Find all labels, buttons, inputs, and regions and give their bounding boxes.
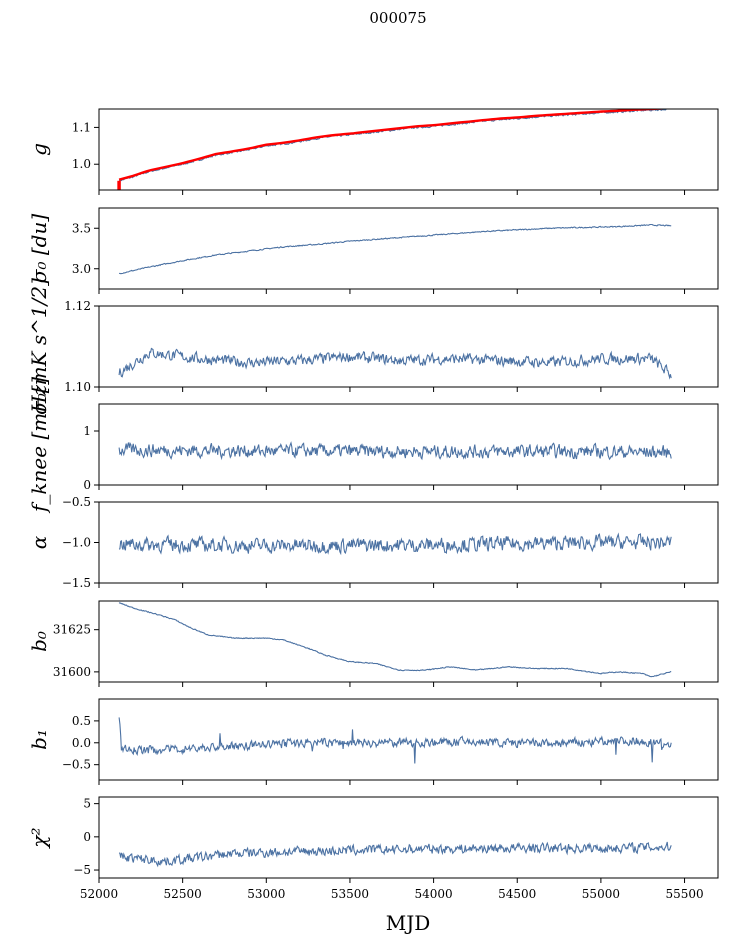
y-axis-label-g: g (27, 143, 51, 156)
xtick-label: 54500 (498, 887, 536, 901)
panels: 1.0 1.1 g 3.0 3.5 σ₀ [du] 1.10 1.12 σ₀[mK s^1/2]… (27, 108, 719, 901)
figure-title: 000075 (369, 9, 426, 27)
series-line-fknee (118, 441, 672, 461)
panel-sigma0_mk: 1.10 1.12 σ₀[mK s^1/2] (27, 278, 719, 415)
series-line-chi2 (118, 841, 672, 868)
axes-frame-sigma0_du (98, 207, 719, 290)
axes-frame-b0 (98, 600, 719, 683)
xtick-label: 53500 (331, 887, 369, 901)
xtick-label: 54000 (415, 887, 453, 901)
panel-chi2: −5 0 5 52000 52500 53000 53500 54000 54500 55000 5… (27, 796, 719, 901)
ytick-label: 0 (83, 830, 91, 844)
series-line-sigma0_mk (118, 347, 672, 380)
ytick-label: 1.12 (64, 299, 91, 313)
xtick-label: 55000 (582, 887, 620, 901)
xtick-label: 53000 (247, 887, 285, 901)
ytick-label: −5 (73, 863, 91, 877)
y-axis-label-fknee: f_knee [mHz] (27, 377, 51, 514)
ytick-label: 31625 (53, 623, 91, 637)
series-line-g (118, 109, 672, 182)
ytick-label: −1.0 (62, 536, 91, 550)
panel-g: 1.0 1.1 g (27, 108, 719, 195)
ytick-label: 0 (83, 478, 91, 492)
x-axis-label: MJD (386, 911, 431, 935)
axes-frame-fknee (98, 403, 719, 486)
panel-fknee: 0 1 f_knee [mHz] (27, 377, 719, 514)
panel-sigma0_du: 3.0 3.5 σ₀ [du] (27, 207, 719, 294)
axes-frame-sigma0_mk (98, 305, 719, 388)
overlay-line-g (118, 109, 672, 181)
xtick-label: 55500 (665, 887, 703, 901)
series-line-b0 (118, 602, 672, 678)
ytick-label: 31600 (53, 665, 91, 679)
ytick-label: −0.5 (62, 495, 91, 509)
y-axis-label-alpha: α (27, 535, 51, 549)
ytick-label: −1.5 (62, 576, 91, 590)
ytick-label: 0.0 (72, 736, 91, 750)
panel-alpha: −1.5 −1.0 −0.5 α (27, 495, 719, 590)
axes-frame-b1 (98, 698, 719, 781)
xtick-label: 52500 (164, 887, 202, 901)
ytick-label: 1.0 (72, 157, 91, 171)
y-axis-label-sigma0_mk: σ₀[mK s^1/2] (27, 278, 51, 415)
axes-frame-chi2 (98, 796, 719, 879)
series-line-sigma0_du (119, 223, 672, 275)
ytick-label: 3.0 (72, 262, 91, 276)
ytick-label: 5 (83, 797, 91, 811)
ytick-label: 3.5 (72, 221, 91, 235)
ytick-label: 1.1 (72, 120, 91, 134)
panel-b1: −0.5 0.0 0.5 b₁ (27, 698, 719, 785)
ytick-label: 1 (83, 424, 91, 438)
y-axis-label-sigma0_du: σ₀ [du] (27, 214, 51, 284)
ytick-label: 1.10 (64, 380, 91, 394)
series-line-alpha (118, 532, 672, 556)
axes-frame-g (98, 108, 719, 191)
ytick-label: 0.5 (72, 714, 91, 728)
y-axis-label-b0: b₀ (27, 631, 51, 652)
series-line-b1 (118, 717, 672, 764)
ytick-label: −0.5 (62, 758, 91, 772)
xtick-label: 52000 (80, 887, 118, 901)
y-axis-label-b1: b₁ (27, 729, 51, 750)
y-axis-label-chi2: χ² (27, 827, 51, 849)
